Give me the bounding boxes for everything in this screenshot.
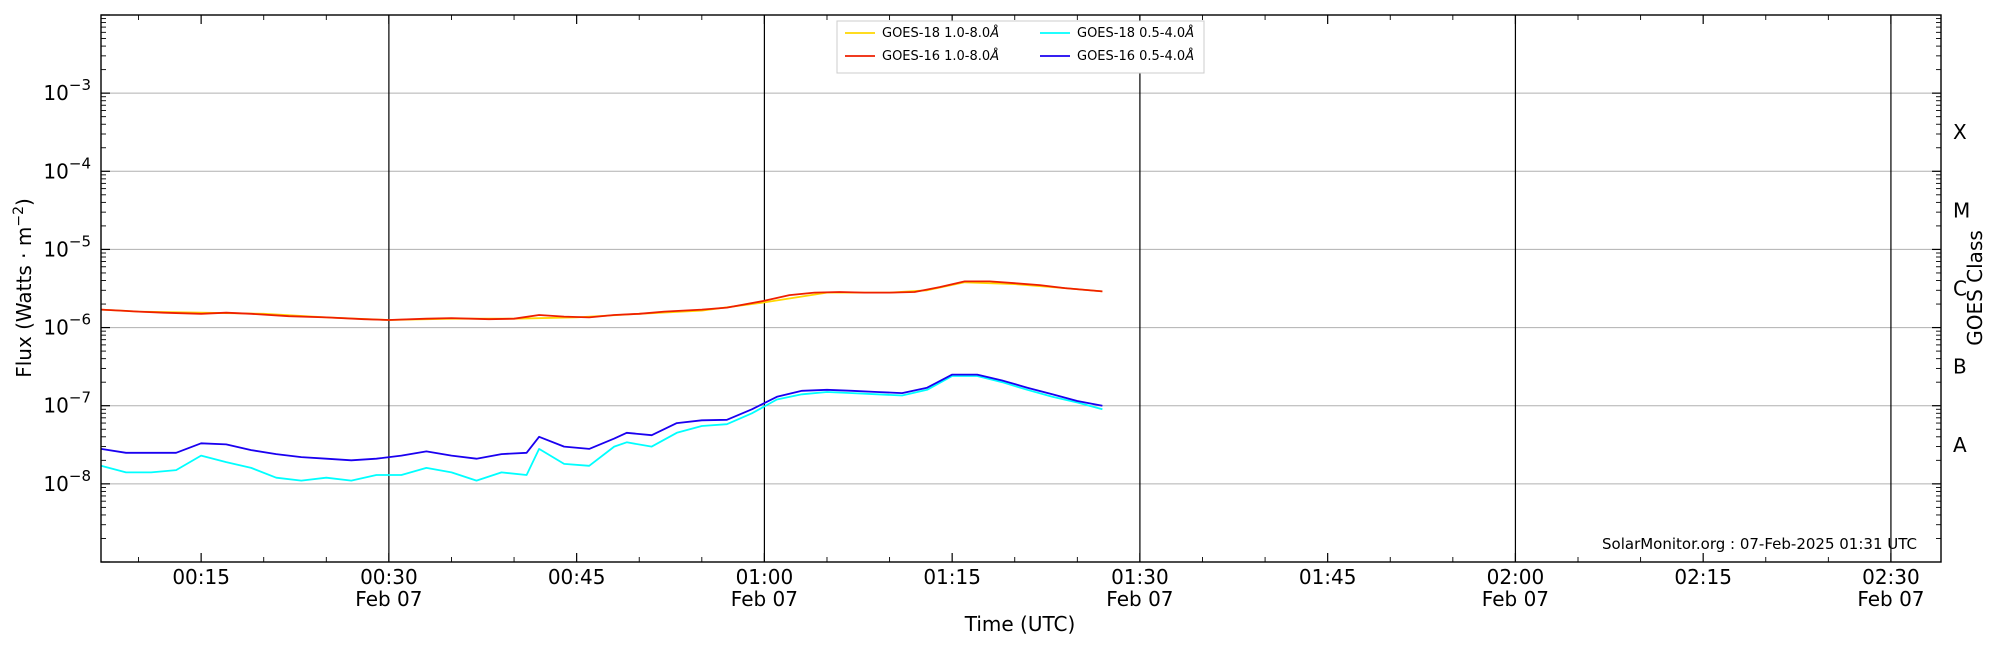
- y-tick-labels: 10−8 10−7 10−6 10−5 10−4 10−3: [43, 76, 91, 496]
- x-tick-label: 00:30: [360, 565, 418, 589]
- legend: GOES-18 1.0-8.0Å GOES-16 1.0-8.0Å GOES-18 …: [836, 20, 1205, 74]
- x-axis-title: Time (UTC): [964, 612, 1076, 636]
- x-tick-date-label: Feb 07: [731, 587, 798, 611]
- goes-class-label: B: [1953, 355, 1967, 379]
- plot-area-background: [101, 15, 1941, 562]
- x-tick-label: 01:45: [1299, 565, 1357, 589]
- series-line-2: [100, 280, 1103, 321]
- x-tick-label: 02:30: [1862, 565, 1920, 589]
- series-line-4: [100, 373, 1103, 462]
- y-tick-label: 10−4: [43, 154, 91, 183]
- series-lines: [100, 280, 1103, 482]
- legend-entry: GOES-18 1.0-8.0Å: [882, 25, 999, 41]
- goes-class-labels: A B C M X: [1953, 120, 1970, 457]
- goes-class-label: M: [1953, 198, 1970, 222]
- goes-class-label: C: [1953, 277, 1967, 301]
- goes-class-label: A: [1953, 433, 1967, 457]
- series-line-3: [100, 375, 1103, 482]
- y2-axis-title: GOES Class: [1963, 230, 1987, 346]
- y-tick-label: 10−3: [43, 76, 91, 105]
- legend-entry: GOES-16 1.0-8.0Å: [882, 48, 999, 64]
- legend-entry: GOES-18 0.5-4.0Å: [1077, 25, 1194, 41]
- y-tick-label: 10−6: [43, 311, 91, 340]
- x-tick-date-label: Feb 07: [1482, 587, 1549, 611]
- y-axis-title: Flux (Watts · m−2): [11, 198, 36, 378]
- x-tick-date-label: Feb 07: [1106, 587, 1173, 611]
- x-tick-label: 01:15: [923, 565, 981, 589]
- plot-frame: [100, 14, 1942, 563]
- x-tick-label: 00:45: [548, 565, 606, 589]
- x-tick-date-label: Feb 07: [1857, 587, 1924, 611]
- axis-ticks: [101, 14, 1941, 563]
- y-tick-label: 10−5: [43, 232, 91, 261]
- y-tick-label: 10−7: [43, 389, 91, 418]
- x-tick-label: 02:15: [1674, 565, 1732, 589]
- x-tick-label: 01:30: [1111, 565, 1169, 589]
- legend-box: [836, 20, 1205, 74]
- legend-entry: GOES-16 0.5-4.0Å: [1077, 48, 1194, 64]
- goes-class-label: X: [1953, 120, 1967, 144]
- day-markers: [388, 15, 1892, 562]
- credit-text: SolarMonitor.org : 07-Feb-2025 01:31 UTC: [1602, 535, 1917, 553]
- x-tick-label: 01:00: [736, 565, 794, 589]
- x-tick-label: 00:15: [172, 565, 230, 589]
- x-tick-date-label: Feb 07: [355, 587, 422, 611]
- horizontal-grid: [101, 92, 1941, 485]
- x-tick-label: 02:00: [1487, 565, 1545, 589]
- y-tick-label: 10−8: [43, 467, 91, 496]
